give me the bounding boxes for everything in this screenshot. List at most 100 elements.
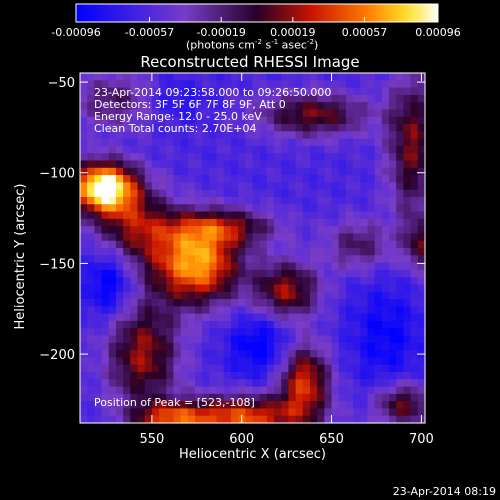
heatmap-cell — [230, 350, 239, 358]
heatmap-cell — [259, 116, 268, 125]
heatmap-cell — [353, 94, 361, 103]
heatmap-cell — [209, 364, 218, 373]
heatmap-cell — [87, 153, 95, 162]
heatmap-cell — [266, 284, 275, 293]
heatmap-cell — [410, 277, 419, 286]
heatmap-cell — [317, 233, 325, 242]
heatmap-cell — [302, 320, 311, 329]
heatmap-cell — [94, 160, 103, 169]
heatmap-cell — [281, 342, 290, 351]
heatmap-cell — [417, 138, 426, 147]
heatmap-cell — [108, 313, 117, 322]
heatmap-cell — [331, 94, 340, 103]
heatmap-cell — [230, 284, 239, 293]
heatmap-cell — [115, 204, 124, 213]
heatmap-cell — [144, 393, 153, 402]
heatmap-cell — [324, 94, 333, 103]
heatmap-cell — [302, 240, 311, 249]
heatmap-cell — [202, 364, 210, 373]
heatmap-cell — [410, 335, 419, 344]
heatmap-cell — [80, 401, 88, 410]
heatmap-cell — [353, 262, 361, 271]
heatmap-cell — [338, 248, 347, 256]
heatmap-cell — [274, 138, 282, 147]
heatmap-cell — [173, 145, 182, 154]
heatmap-cell — [166, 116, 175, 125]
heatmap-cell — [389, 196, 397, 205]
heatmap-cell — [101, 350, 110, 358]
heatmap-cell — [360, 124, 369, 132]
heatmap-cell — [238, 313, 246, 322]
heatmap-cell — [238, 248, 246, 256]
heatmap-cell — [324, 415, 333, 424]
heatmap-cell — [288, 357, 297, 366]
heatmap-cell — [151, 306, 160, 315]
heatmap-cell — [281, 73, 290, 81]
heatmap-cell — [180, 196, 189, 205]
heatmap-cell — [245, 401, 254, 410]
heatmap-cell — [101, 131, 110, 140]
heatmap-cell — [324, 299, 333, 307]
heatmap-cell — [396, 350, 405, 358]
heatmap-cell — [187, 320, 196, 329]
heatmap-cell — [216, 189, 225, 198]
heatmap-cell — [374, 291, 383, 300]
heatmap-cell — [381, 102, 390, 111]
heatmap-cell — [302, 357, 311, 366]
heatmap-cell — [389, 335, 397, 344]
heatmap-cell — [180, 116, 189, 125]
heatmap-cell — [374, 138, 383, 147]
heatmap-cell — [130, 87, 139, 96]
heatmap-cell — [274, 102, 282, 111]
heatmap-cell — [302, 73, 311, 81]
heatmap-cell — [302, 335, 311, 344]
heatmap-cell — [396, 357, 405, 366]
heatmap-cell — [345, 284, 354, 293]
heatmap-cell — [144, 233, 153, 242]
heatmap-cell — [101, 255, 110, 264]
heatmap-cell — [245, 204, 254, 213]
heatmap-cell — [396, 408, 405, 417]
heatmap-cell — [324, 138, 333, 147]
heatmap-cell — [180, 269, 189, 278]
heatmap-cell — [245, 196, 254, 205]
heatmap-cell — [87, 357, 95, 366]
heatmap-cell — [166, 204, 175, 213]
heatmap-cell — [338, 342, 347, 351]
heatmap-cell — [195, 371, 203, 380]
heatmap-cell — [345, 138, 354, 147]
heatmap-cell — [173, 182, 182, 191]
heatmap-cell — [223, 357, 232, 366]
heatmap-cell — [245, 87, 254, 96]
heatmap-cell — [281, 299, 290, 307]
heatmap-cell — [360, 306, 369, 315]
heatmap-cell — [223, 342, 232, 351]
heatmap-cell — [295, 87, 304, 96]
heatmap-cell — [381, 350, 390, 358]
heatmap-cell — [324, 145, 333, 154]
heatmap-cell — [259, 306, 268, 315]
heatmap-cell — [130, 313, 139, 322]
heatmap-cell — [94, 153, 103, 162]
heatmap-cell — [374, 131, 383, 140]
heatmap-cell — [166, 357, 175, 366]
heatmap-cell — [130, 320, 139, 329]
heatmap-cell — [94, 364, 103, 373]
heatmap-cell — [115, 415, 124, 424]
heatmap-cell — [295, 131, 304, 140]
heatmap-cell — [295, 109, 304, 118]
heatmap-cell — [410, 94, 419, 103]
heatmap-cell — [396, 153, 405, 162]
heatmap-cell — [94, 204, 103, 213]
heatmap-cell — [345, 277, 354, 286]
heatmap-cell — [295, 153, 304, 162]
heatmap-cell — [180, 335, 189, 344]
heatmap-cell — [180, 415, 189, 424]
heatmap-cell — [317, 313, 325, 322]
heatmap-cell — [281, 131, 290, 140]
heatmap-cell — [123, 320, 131, 329]
heatmap-cell — [252, 138, 261, 147]
heatmap-cell — [115, 175, 124, 183]
heatmap-cell — [381, 284, 390, 293]
heatmap-cell — [187, 94, 196, 103]
